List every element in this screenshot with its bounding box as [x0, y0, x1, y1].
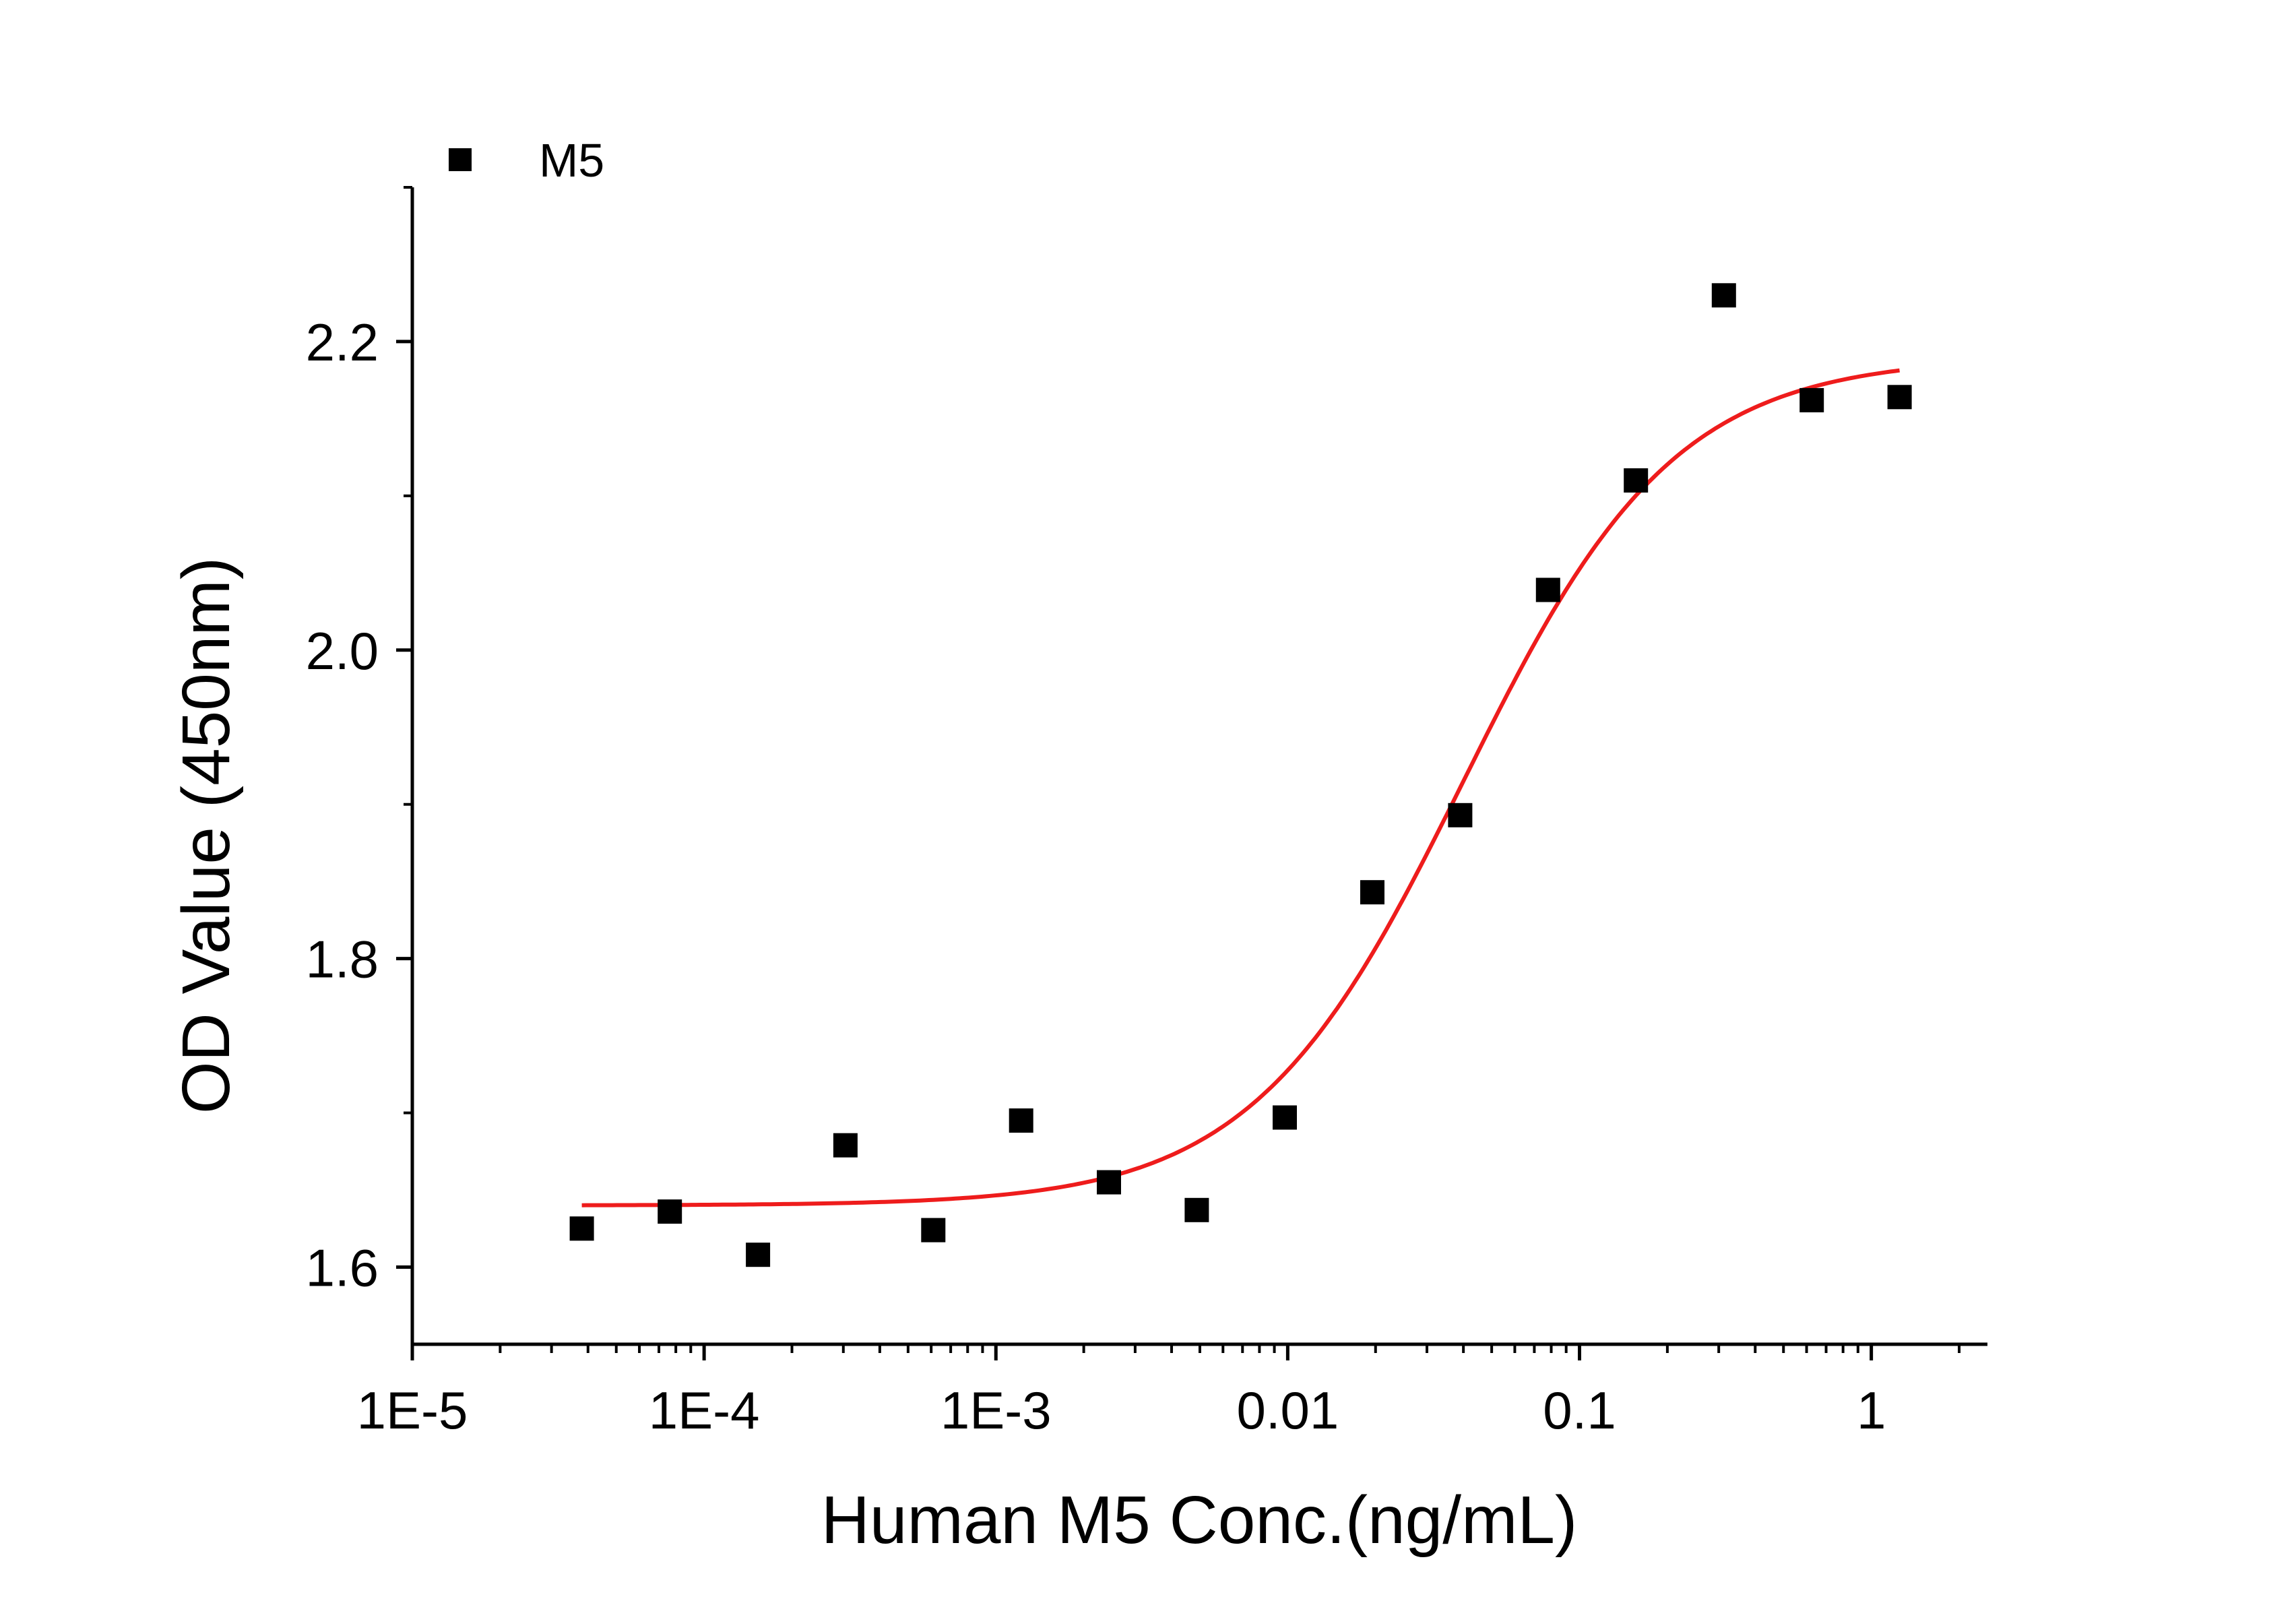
- x-axis-ticks: 1E-5 1E-4 1E-3 0.01 0.1 1: [357, 1344, 1961, 1440]
- data-point: [1184, 1197, 1209, 1222]
- x-tick-label: 1E-4: [649, 1381, 760, 1440]
- data-point: [569, 1216, 594, 1241]
- y-tick-label: 1.6: [306, 1238, 379, 1298]
- y-tick-label: 1.8: [306, 930, 379, 989]
- x-axis-title: Human M5 Conc.(ng/mL): [821, 1482, 1578, 1558]
- data-point: [1360, 880, 1384, 905]
- x-tick-label: 0.01: [1236, 1381, 1339, 1440]
- data-point: [1273, 1105, 1297, 1130]
- y-tick-label: 2.2: [306, 313, 379, 372]
- legend-marker-m5: [449, 148, 472, 171]
- y-axis-title: OD Value (450nm): [168, 557, 244, 1114]
- data-point: [1009, 1108, 1033, 1133]
- data-point: [1799, 387, 1824, 412]
- data-point: [921, 1218, 946, 1243]
- y-axis-ticks: 1.6 1.8 2.0 2.2: [306, 186, 412, 1298]
- axes: [410, 187, 1987, 1346]
- legend: M5: [449, 134, 604, 187]
- x-tick-label: 0.1: [1543, 1381, 1616, 1440]
- data-point: [1535, 577, 1560, 602]
- y-tick-label: 2.0: [306, 621, 379, 681]
- data-point: [1887, 385, 1912, 410]
- data-point: [1097, 1170, 1121, 1195]
- data-point: [833, 1133, 858, 1158]
- data-point: [1711, 283, 1736, 308]
- legend-label-m5: M5: [539, 134, 604, 187]
- data-point: [658, 1199, 682, 1224]
- data-points: [569, 283, 1912, 1267]
- fit-curve: [581, 368, 1901, 1207]
- x-tick-label: 1E-3: [940, 1381, 1052, 1440]
- data-point: [1624, 468, 1649, 493]
- x-tick-label: 1: [1857, 1381, 1886, 1440]
- data-point: [1448, 803, 1473, 827]
- x-tick-label: 1E-5: [357, 1381, 468, 1440]
- data-point: [746, 1243, 771, 1267]
